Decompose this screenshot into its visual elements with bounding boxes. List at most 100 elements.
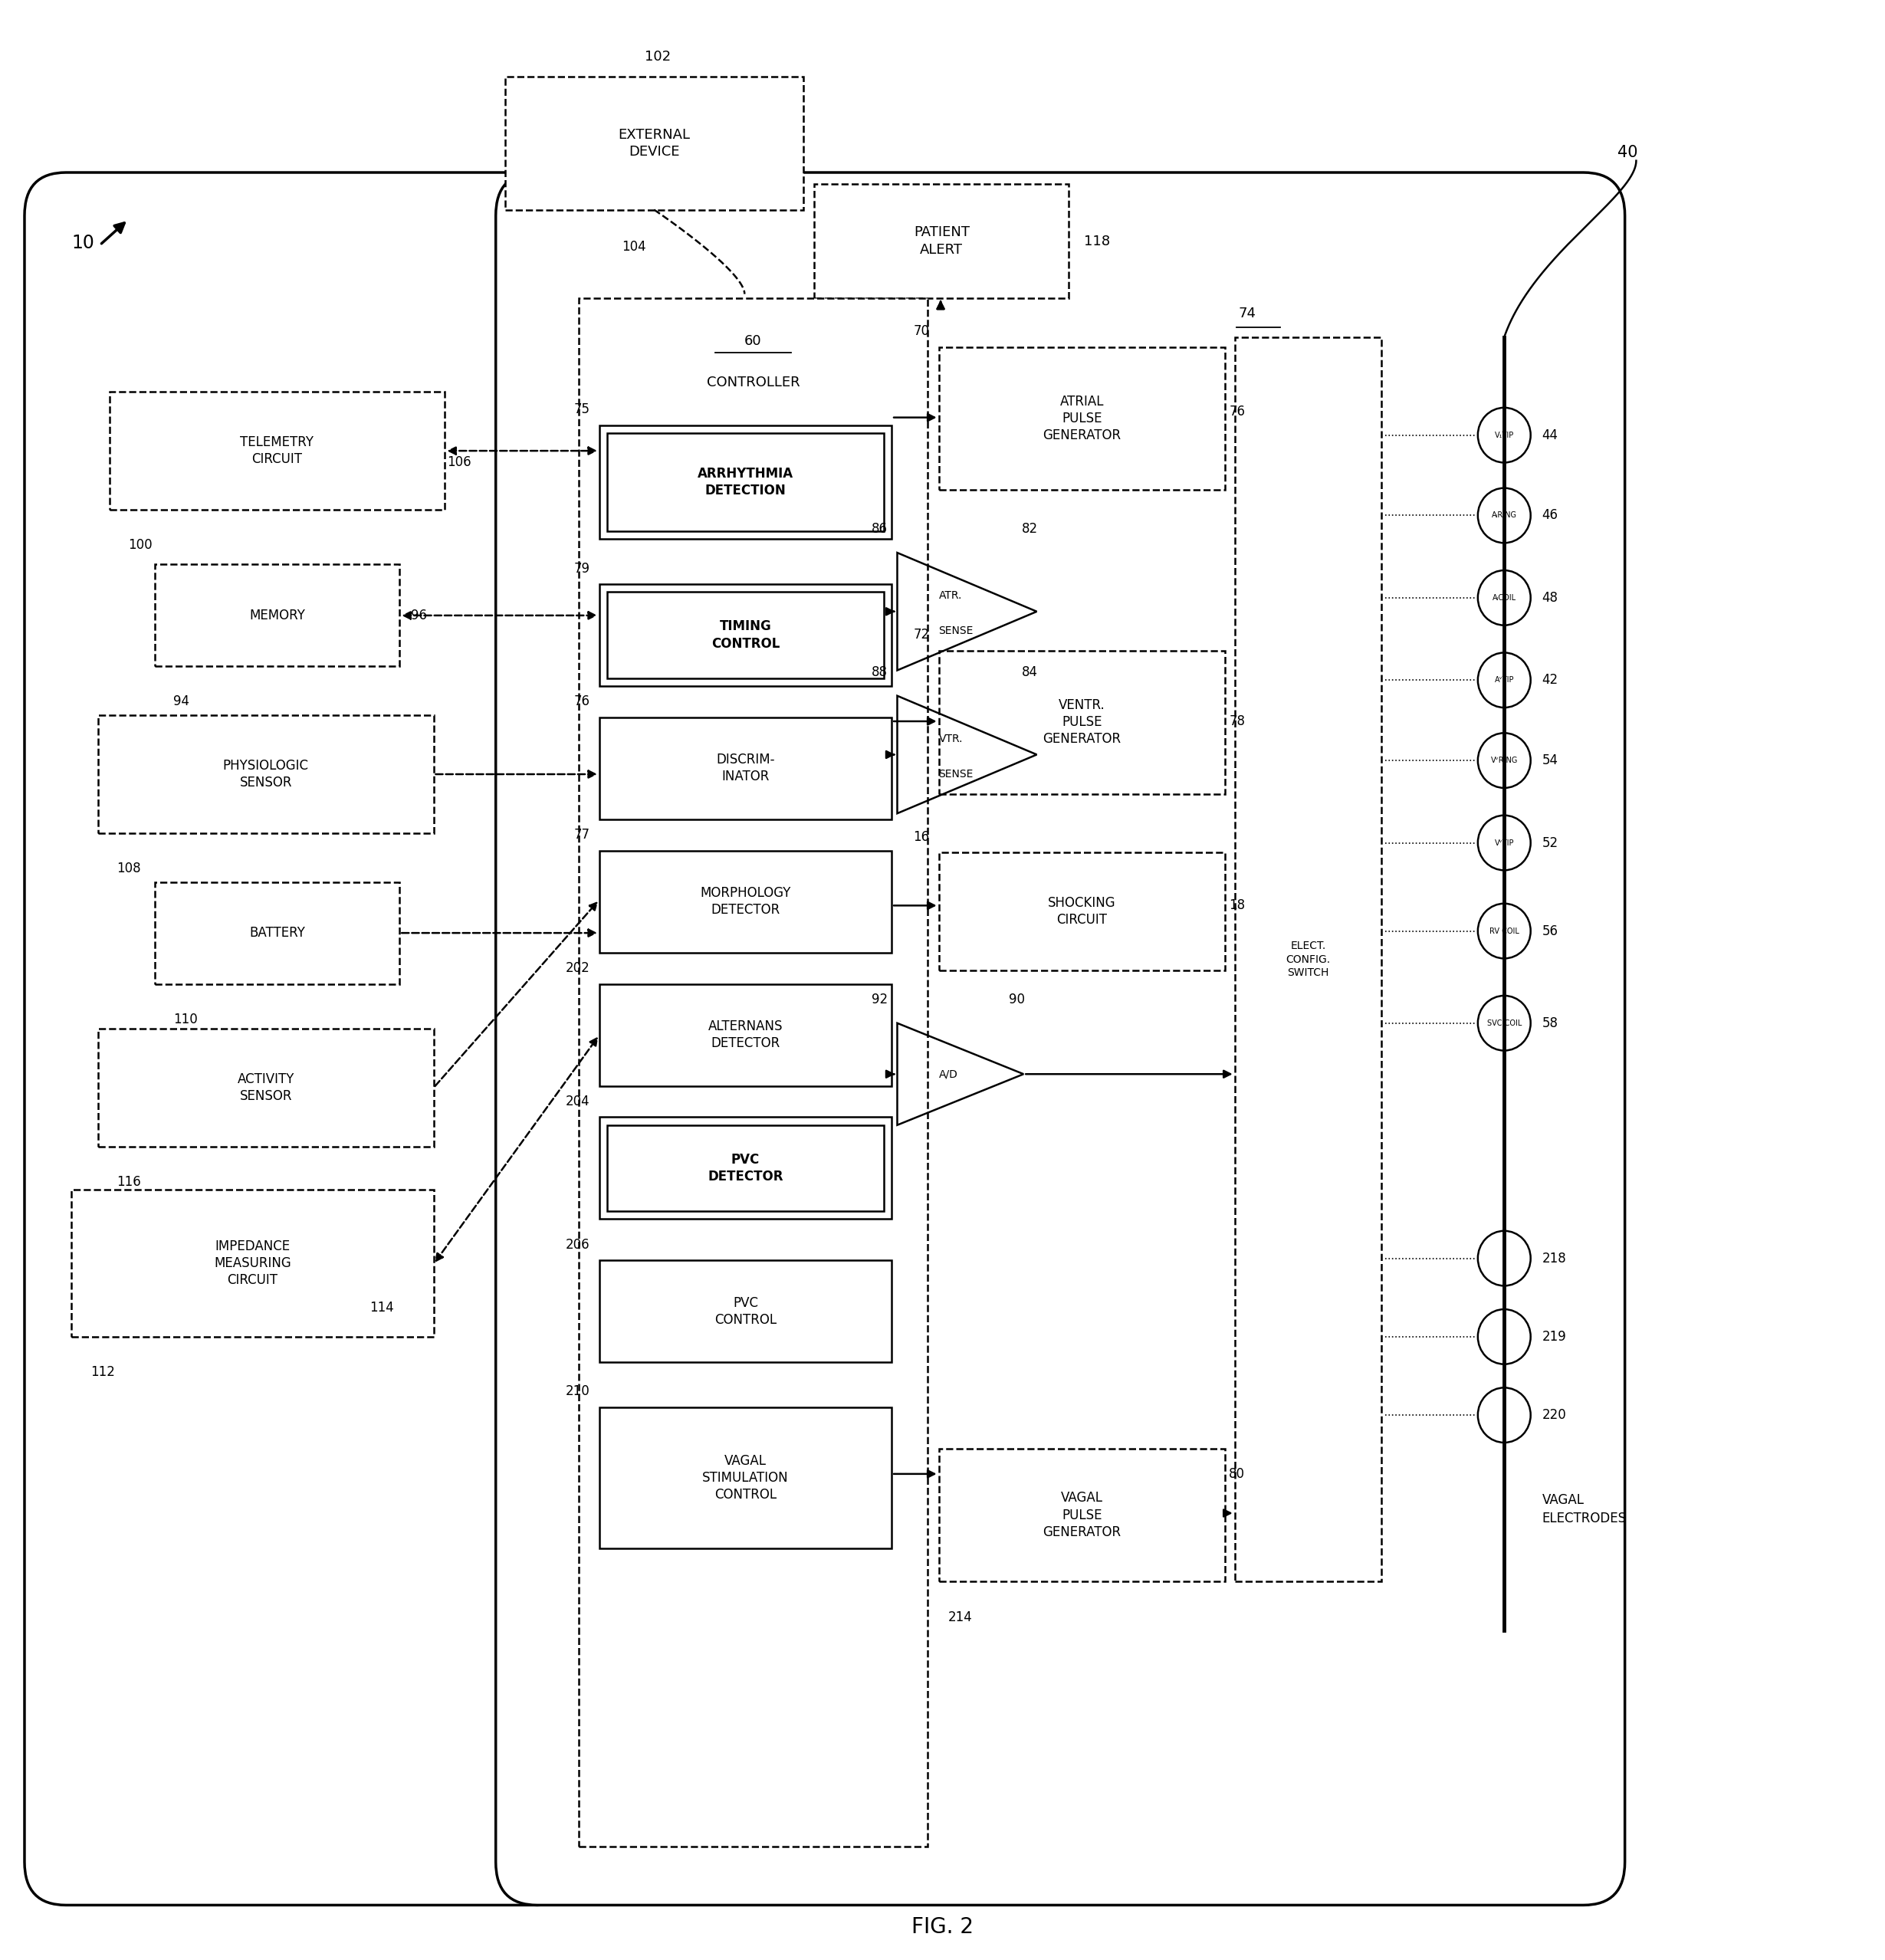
Text: 92: 92 [871, 992, 888, 1007]
FancyBboxPatch shape [599, 1407, 892, 1548]
Text: 75: 75 [573, 402, 590, 417]
Text: 56: 56 [1542, 923, 1559, 939]
Text: 116: 116 [117, 1174, 141, 1190]
Text: 42: 42 [1542, 672, 1559, 688]
FancyBboxPatch shape [155, 882, 400, 984]
Text: 108: 108 [117, 860, 141, 876]
Text: MORPHOLOGY
DETECTOR: MORPHOLOGY DETECTOR [699, 886, 792, 917]
FancyBboxPatch shape [155, 564, 400, 666]
Text: VENTR.
PULSE
GENERATOR: VENTR. PULSE GENERATOR [1042, 698, 1122, 747]
Text: 48: 48 [1542, 590, 1559, 606]
Text: MEMORY: MEMORY [249, 608, 305, 623]
Text: 219: 219 [1542, 1329, 1566, 1345]
Text: 84: 84 [1022, 664, 1039, 680]
Text: 46: 46 [1542, 508, 1559, 523]
Text: 96: 96 [411, 608, 428, 623]
Text: 16: 16 [912, 829, 929, 845]
Text: DISCRIM-
INATOR: DISCRIM- INATOR [716, 753, 775, 784]
Text: 70: 70 [912, 323, 929, 339]
Text: 58: 58 [1542, 1015, 1559, 1031]
Text: BATTERY: BATTERY [249, 925, 305, 941]
FancyBboxPatch shape [98, 715, 434, 833]
Text: A/D: A/D [939, 1068, 958, 1080]
FancyBboxPatch shape [72, 1190, 434, 1337]
Text: 104: 104 [622, 239, 647, 255]
Text: VᵛRING: VᵛRING [1491, 757, 1517, 764]
Text: 86: 86 [871, 521, 888, 537]
Text: 202: 202 [566, 960, 590, 976]
FancyBboxPatch shape [939, 1448, 1225, 1582]
Text: SENSE: SENSE [939, 625, 973, 637]
Text: PVC
CONTROL: PVC CONTROL [714, 1296, 777, 1327]
Text: 118: 118 [1084, 233, 1110, 249]
Text: 18: 18 [1229, 898, 1246, 913]
Text: PHYSIOLOGIC
SENSOR: PHYSIOLOGIC SENSOR [222, 759, 309, 790]
Text: VAGAL
PULSE
GENERATOR: VAGAL PULSE GENERATOR [1042, 1492, 1122, 1539]
Text: 80: 80 [1229, 1466, 1246, 1482]
Text: TIMING
CONTROL: TIMING CONTROL [711, 619, 780, 651]
FancyBboxPatch shape [599, 717, 892, 819]
Text: 60: 60 [745, 333, 762, 349]
Text: ATRIAL
PULSE
GENERATOR: ATRIAL PULSE GENERATOR [1042, 394, 1122, 443]
Text: 79: 79 [573, 561, 590, 576]
FancyBboxPatch shape [599, 1117, 892, 1219]
Text: 218: 218 [1542, 1250, 1566, 1266]
Text: 94: 94 [173, 694, 190, 710]
Text: AₗRING: AₗRING [1491, 512, 1517, 519]
Text: PVC
DETECTOR: PVC DETECTOR [707, 1152, 784, 1184]
Text: 210: 210 [566, 1384, 590, 1399]
FancyBboxPatch shape [599, 851, 892, 953]
Text: 220: 220 [1542, 1407, 1566, 1423]
Text: 204: 204 [566, 1094, 590, 1109]
Text: ALTERNANS
DETECTOR: ALTERNANS DETECTOR [709, 1019, 782, 1051]
Text: 112: 112 [90, 1364, 115, 1380]
Text: 78: 78 [1229, 713, 1246, 729]
Text: 77: 77 [573, 827, 590, 843]
FancyBboxPatch shape [939, 651, 1225, 794]
FancyBboxPatch shape [98, 1029, 434, 1147]
FancyBboxPatch shape [579, 298, 927, 1846]
FancyBboxPatch shape [607, 592, 884, 678]
Text: IMPEDANCE
MEASURING
CIRCUIT: IMPEDANCE MEASURING CIRCUIT [215, 1239, 290, 1288]
Text: 52: 52 [1542, 835, 1559, 851]
Text: 76: 76 [573, 694, 590, 710]
Text: SENSE: SENSE [939, 768, 973, 780]
Text: VᵛTIP: VᵛTIP [1495, 839, 1514, 847]
Text: 82: 82 [1022, 521, 1039, 537]
Text: PATIENT
ALERT: PATIENT ALERT [914, 225, 969, 257]
Text: 40: 40 [1617, 145, 1638, 161]
Text: 74: 74 [1238, 306, 1255, 321]
Text: ELECT.
CONFIG.
SWITCH: ELECT. CONFIG. SWITCH [1286, 941, 1331, 978]
Text: AᵛTIP: AᵛTIP [1495, 676, 1514, 684]
FancyBboxPatch shape [505, 76, 803, 210]
FancyBboxPatch shape [607, 433, 884, 531]
Text: CONTROLLER: CONTROLLER [707, 374, 799, 390]
Text: AₗCOIL: AₗCOIL [1493, 594, 1516, 602]
FancyBboxPatch shape [599, 1260, 892, 1362]
Text: 72: 72 [912, 627, 929, 643]
Text: 100: 100 [128, 537, 153, 553]
FancyBboxPatch shape [25, 172, 579, 1905]
FancyBboxPatch shape [496, 172, 1625, 1905]
Text: 10: 10 [72, 233, 94, 253]
Text: ATR.: ATR. [939, 590, 961, 602]
FancyBboxPatch shape [939, 853, 1225, 970]
Text: EXTERNAL
DEVICE: EXTERNAL DEVICE [618, 127, 690, 159]
Text: 114: 114 [369, 1299, 394, 1315]
Text: FIG. 2: FIG. 2 [912, 1917, 973, 1936]
Text: 106: 106 [447, 455, 471, 470]
Text: 44: 44 [1542, 427, 1559, 443]
Text: 88: 88 [871, 664, 888, 680]
Text: SVC COIL: SVC COIL [1487, 1019, 1521, 1027]
Text: 214: 214 [948, 1609, 973, 1625]
Text: ACTIVITY
SENSOR: ACTIVITY SENSOR [238, 1072, 294, 1103]
FancyBboxPatch shape [599, 425, 892, 539]
Text: VTR.: VTR. [939, 733, 963, 745]
FancyBboxPatch shape [599, 584, 892, 686]
Text: 76: 76 [1229, 404, 1246, 419]
FancyBboxPatch shape [599, 984, 892, 1086]
FancyBboxPatch shape [109, 392, 445, 510]
Text: ARRHYTHMIA
DETECTION: ARRHYTHMIA DETECTION [697, 466, 794, 498]
FancyBboxPatch shape [607, 1125, 884, 1211]
Text: 90: 90 [1008, 992, 1025, 1007]
